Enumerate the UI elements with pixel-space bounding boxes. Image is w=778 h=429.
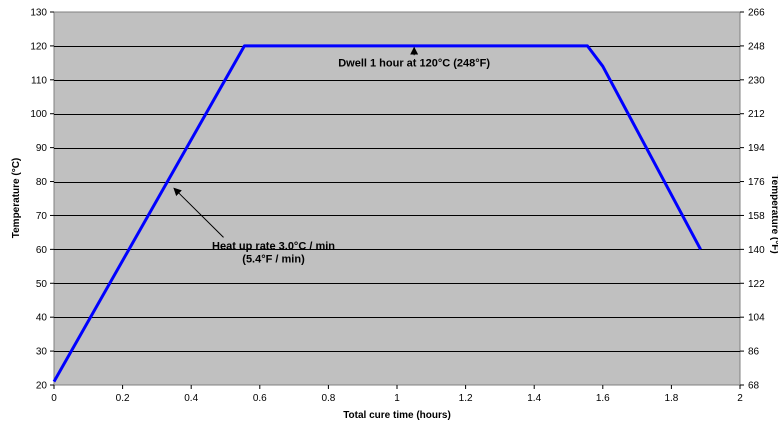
y2-tick-label: 122 — [748, 279, 765, 290]
y-tick-label: 20 — [36, 381, 48, 392]
y2-tick-label: 230 — [748, 75, 765, 86]
y-axis-ticks: 20 30 40 50 60 70 80 90 100 110 120 130 — [30, 8, 54, 392]
x-tick-label: 1 — [394, 393, 400, 404]
y-axis-title: Temperature (°C) — [11, 158, 22, 239]
y2-tick-label: 248 — [748, 41, 765, 52]
x-axis-ticks: 0 0.2 0.4 0.6 0.8 1 1.2 1.4 1.6 1.8 2 — [51, 385, 743, 404]
y-tick-label: 40 — [36, 313, 48, 324]
x-tick-label: 2 — [737, 393, 743, 404]
x-tick-label: 0.4 — [184, 393, 198, 404]
x-tick-label: 0.8 — [321, 393, 335, 404]
series-group — [52, 44, 702, 383]
y2-axis-ticks: 68 86 104 122 140 158 176 194 212 230 248 266 — [740, 8, 765, 392]
x-tick-label: 0.2 — [116, 393, 130, 404]
y-tick-label: 50 — [36, 279, 48, 290]
series-line — [52, 44, 702, 383]
y-tick-label: 100 — [30, 109, 47, 120]
y-tick-label: 120 — [30, 41, 47, 52]
annotation-text: Dwell 1 hour at 120°C (248°F) — [338, 57, 490, 69]
x-tick-label: 1.6 — [596, 393, 610, 404]
x-tick-label: 1.8 — [664, 393, 678, 404]
y2-axis-title: Temperature (°F) — [769, 174, 778, 253]
y2-tick-label: 194 — [748, 143, 765, 154]
y-tick-label: 80 — [36, 177, 48, 188]
y-tick-label: 30 — [36, 347, 48, 358]
plot-area — [53, 11, 741, 386]
x-tick-label: 0.6 — [253, 393, 267, 404]
y-tick-label: 70 — [36, 211, 48, 222]
y2-tick-label: 266 — [748, 8, 765, 19]
annotations: Dwell 1 hour at 120°C (248°F) Heat up rat… — [173, 46, 490, 265]
y-tick-label: 90 — [36, 143, 48, 154]
x-tick-label: 1.2 — [459, 393, 473, 404]
y-tick-label: 110 — [31, 75, 47, 86]
y-tick-label: 130 — [30, 8, 47, 19]
y2-tick-label: 140 — [748, 245, 765, 256]
y2-tick-label: 68 — [748, 381, 760, 392]
y2-tick-label: 212 — [748, 109, 765, 120]
y2-tick-label: 176 — [748, 177, 765, 188]
y2-tick-label: 86 — [748, 347, 760, 358]
x-tick-label: 1.4 — [527, 393, 541, 404]
y-tick-label: 60 — [36, 245, 48, 256]
annotation-text: (5.4°F / min) — [242, 253, 305, 265]
x-axis-title: Total cure time (hours) — [343, 410, 451, 421]
annotation-arrow — [173, 187, 224, 238]
x-tick-label: 0 — [51, 393, 57, 404]
y2-tick-label: 158 — [748, 211, 765, 222]
y2-tick-label: 104 — [748, 313, 765, 324]
annotation-text: Heat up rate 3.0°C / min — [212, 240, 335, 252]
